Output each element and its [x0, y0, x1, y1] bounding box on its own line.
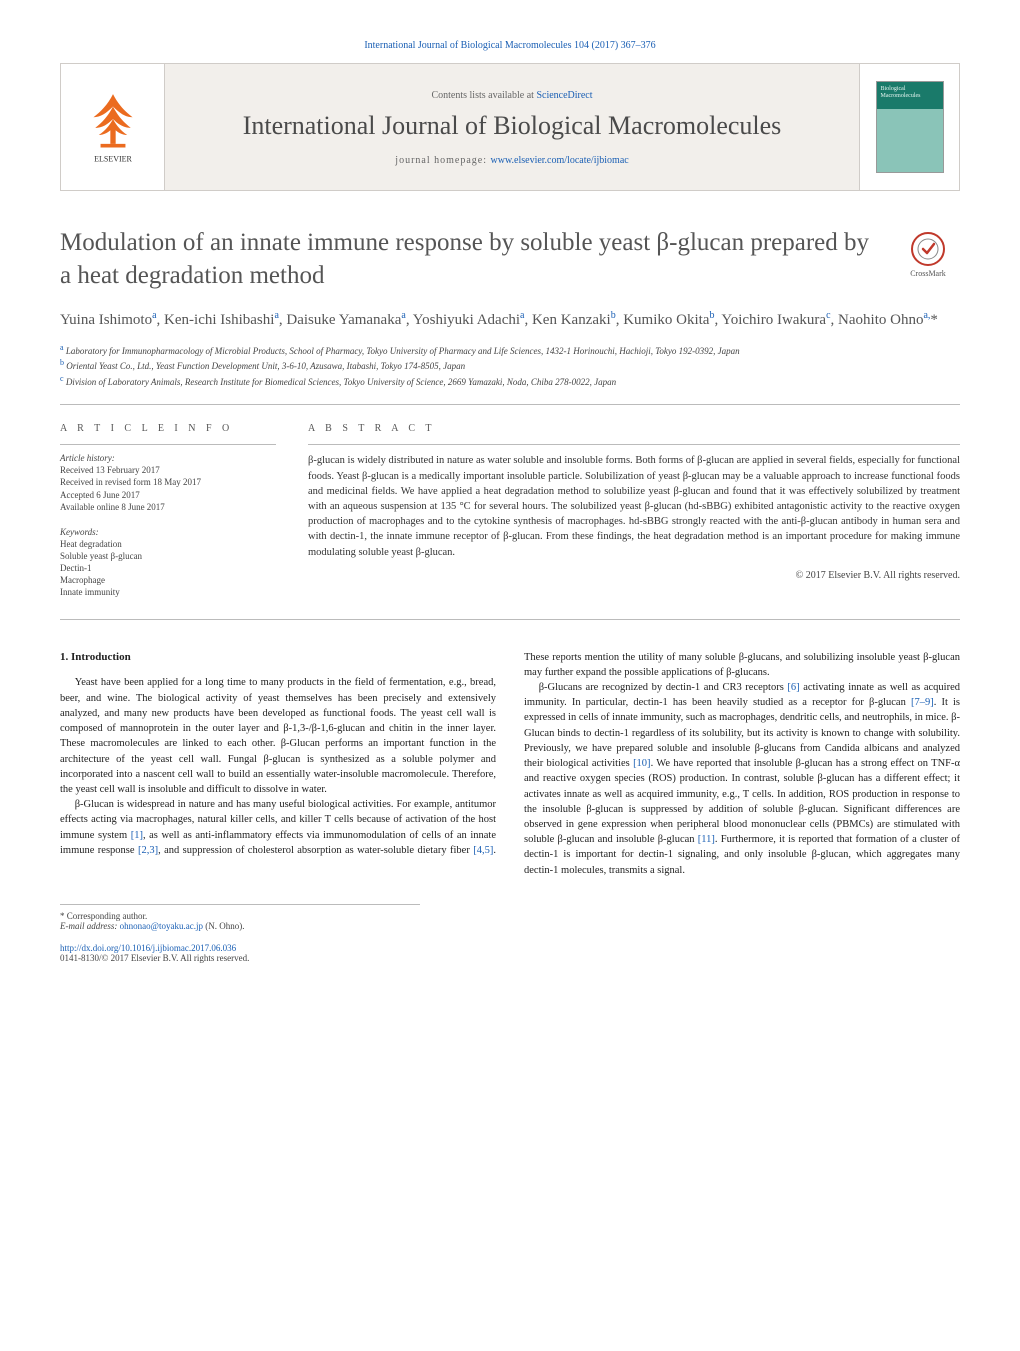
header-citation: International Journal of Biological Macr…	[60, 40, 960, 51]
ref-link[interactable]: [10]	[633, 758, 651, 769]
keyword-item: Dectin-1	[60, 562, 276, 574]
history-online: Available online 8 June 2017	[60, 501, 276, 513]
affiliation-a: a Laboratory for Immunopharmacology of M…	[60, 342, 960, 358]
affiliation-b-text: Oriental Yeast Co., Ltd., Yeast Function…	[66, 361, 465, 371]
p2-text-c: , and suppression of cholesterol absorpt…	[158, 845, 473, 856]
history-revised: Received in revised form 18 May 2017	[60, 476, 276, 488]
crossmark-badge[interactable]: CrossMark	[896, 231, 960, 278]
homepage-prefix: journal homepage:	[395, 155, 490, 166]
doi-block: http://dx.doi.org/10.1016/j.ijbiomac.201…	[60, 943, 960, 963]
journal-homepage-link[interactable]: www.elsevier.com/locate/ijbiomac	[491, 155, 629, 166]
email-label: E-mail address:	[60, 921, 120, 931]
email-suffix: (N. Ohno).	[203, 921, 245, 931]
authors: Yuina Ishimotoa, Ken-ichi Ishibashia, Da…	[60, 308, 960, 332]
footnotes: * Corresponding author. E-mail address: …	[60, 904, 420, 931]
keyword-item: Innate immunity	[60, 586, 276, 598]
abstract-block: A B S T R A C T β-glucan is widely distr…	[308, 423, 960, 598]
title-row: Modulation of an innate immune response …	[60, 227, 960, 292]
p3-text-a: β-Glucans are recognized by dectin-1 and…	[539, 682, 788, 693]
contents-line: Contents lists available at ScienceDirec…	[431, 90, 592, 101]
doi-link[interactable]: http://dx.doi.org/10.1016/j.ijbiomac.201…	[60, 943, 236, 953]
divider	[60, 619, 960, 620]
history-accepted: Accepted 6 June 2017	[60, 489, 276, 501]
article-title: Modulation of an innate immune response …	[60, 227, 876, 292]
masthead-center: Contents lists available at ScienceDirec…	[165, 64, 859, 190]
crossmark-label: CrossMark	[910, 269, 946, 278]
issn-line: 0141-8130/© 2017 Elsevier B.V. All right…	[60, 953, 960, 963]
ref-link[interactable]: [11]	[698, 834, 715, 845]
affiliation-c: c Division of Laboratory Animals, Resear…	[60, 373, 960, 389]
affiliation-c-text: Division of Laboratory Animals, Research…	[66, 377, 616, 387]
crossmark-icon	[910, 231, 946, 267]
history-received: Received 13 February 2017	[60, 464, 276, 476]
history-heading: Article history:	[60, 453, 276, 463]
masthead: ELSEVIER Contents lists available at Sci…	[60, 63, 960, 191]
keyword-item: Macrophage	[60, 574, 276, 586]
p3-text-d: . We have reported that insoluble β-gluc…	[524, 758, 960, 845]
article-info: A R T I C L E I N F O Article history: R…	[60, 423, 276, 598]
keyword-item: Soluble yeast β-glucan	[60, 550, 276, 562]
keyword-item: Heat degradation	[60, 538, 276, 550]
affiliations: a Laboratory for Immunopharmacology of M…	[60, 342, 960, 389]
ref-link[interactable]: [1]	[131, 830, 143, 841]
section-1-heading: 1. Introduction	[60, 650, 496, 666]
email-line: E-mail address: ohnonao@toyaku.ac.jp (N.…	[60, 921, 420, 931]
publisher-logo-label: ELSEVIER	[94, 155, 132, 164]
keywords-list: Heat degradationSoluble yeast β-glucanDe…	[60, 538, 276, 599]
paragraph-1: Yeast have been applied for a long time …	[60, 675, 496, 797]
ref-link[interactable]: [7–9]	[911, 697, 934, 708]
article-info-heading: A R T I C L E I N F O	[60, 423, 276, 434]
cover-box	[859, 64, 959, 190]
abstract-text: β-glucan is widely distributed in nature…	[308, 453, 960, 560]
affiliation-a-text: Laboratory for Immunopharmacology of Mic…	[66, 346, 740, 356]
ref-link[interactable]: [6]	[787, 682, 799, 693]
ref-link[interactable]: [2,3]	[138, 845, 158, 856]
journal-cover-thumb-icon	[876, 81, 944, 173]
corresponding-author: * Corresponding author.	[60, 911, 420, 921]
contents-prefix: Contents lists available at	[431, 90, 536, 101]
keywords-heading: Keywords:	[60, 527, 276, 537]
sciencedirect-link[interactable]: ScienceDirect	[536, 90, 592, 101]
journal-homepage: journal homepage: www.elsevier.com/locat…	[395, 155, 628, 166]
elsevier-logo-icon: ELSEVIER	[77, 87, 149, 167]
author-email-link[interactable]: ohnonao@toyaku.ac.jp	[120, 921, 203, 931]
body-columns: 1. Introduction Yeast have been applied …	[60, 650, 960, 878]
info-block: A R T I C L E I N F O Article history: R…	[60, 405, 960, 618]
ref-link[interactable]: [4,5]	[473, 845, 493, 856]
journal-name: International Journal of Biological Macr…	[243, 111, 782, 141]
abstract-heading: A B S T R A C T	[308, 423, 960, 434]
affiliation-b: b Oriental Yeast Co., Ltd., Yeast Functi…	[60, 357, 960, 373]
publisher-logo-box: ELSEVIER	[61, 64, 165, 190]
paragraph-3: β-Glucans are recognized by dectin-1 and…	[524, 680, 960, 878]
abstract-copyright: © 2017 Elsevier B.V. All rights reserved…	[308, 570, 960, 581]
